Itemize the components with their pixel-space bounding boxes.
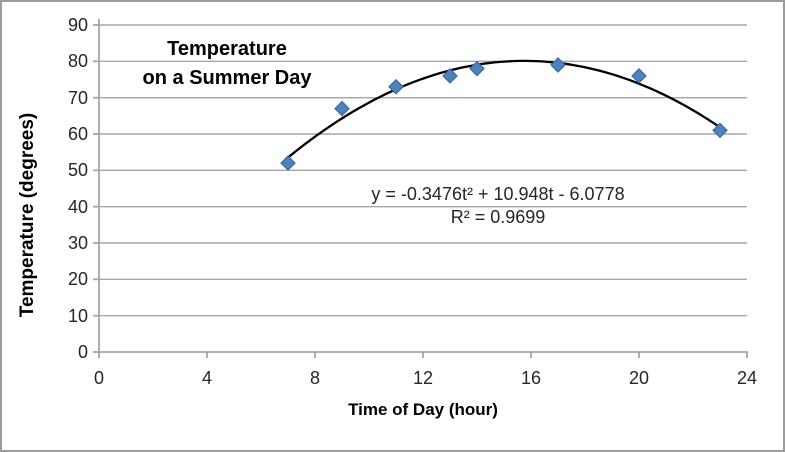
y-tick-label-60: 60 <box>67 124 88 144</box>
y-tick-label-20: 20 <box>67 269 88 290</box>
data-point-diamond <box>631 68 647 84</box>
y-tick-label-10: 10 <box>67 305 88 326</box>
data-point-diamond <box>712 122 728 139</box>
x-tick-label-8: 8 <box>309 368 320 388</box>
trendline-annotation: y = -0.3476t² + 10.948t - 6.0778 R² = 0.… <box>371 183 624 229</box>
data-point-diamond <box>334 100 350 117</box>
trendline-curve <box>286 59 722 159</box>
y-tick-label-70: 70 <box>67 87 88 108</box>
x-tick-label-16: 16 <box>520 368 542 388</box>
data-point-diamond <box>442 68 458 84</box>
chart-title: Temperature on a Summer Day <box>143 35 312 93</box>
data-point-diamond <box>550 57 566 73</box>
y-tick-label-50: 50 <box>67 160 88 181</box>
x-tick-label-4: 4 <box>201 368 212 388</box>
y-tick-label-30: 30 <box>67 233 88 253</box>
data-point-diamond <box>388 78 404 95</box>
y-tick-label-0: 0 <box>77 342 88 362</box>
x-tick-label-24: 24 <box>736 368 758 388</box>
x-axis-title: Time of Day (hour) <box>348 400 498 419</box>
chart-title-line-1: Temperature <box>167 38 287 60</box>
x-tick-label-12: 12 <box>412 368 434 388</box>
data-point-diamond <box>469 60 485 77</box>
y-tick-label-80: 80 <box>67 51 88 72</box>
r-squared-value: R² = 0.9699 <box>450 207 546 227</box>
x-tick-label-0: 0 <box>93 368 104 388</box>
y-tick-label-40: 40 <box>67 196 88 217</box>
trendline-equation: y = -0.3476t² + 10.948t - 6.0778 <box>371 184 625 204</box>
chart-title-line-2: on a Summer Day <box>142 67 312 89</box>
y-tick-label-90: 90 <box>67 15 88 35</box>
x-tick-label-20: 20 <box>628 368 650 388</box>
data-point-diamond <box>280 155 296 171</box>
